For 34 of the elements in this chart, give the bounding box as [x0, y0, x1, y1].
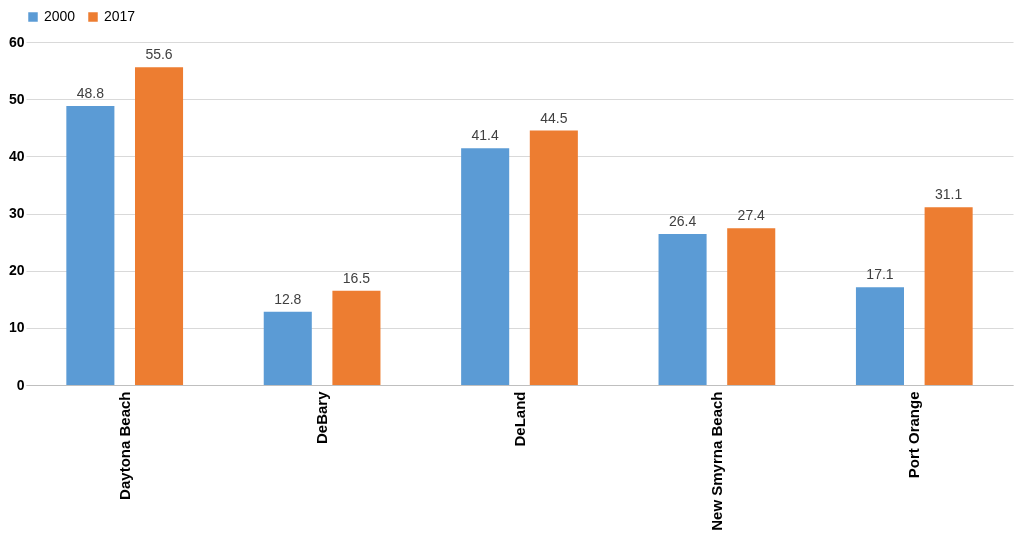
data-label: 16.5 — [342, 269, 371, 286]
bar — [658, 234, 707, 385]
y-tick-label: 30 — [8, 205, 25, 221]
x-tick-label: DeBary — [313, 390, 331, 445]
y-tick-label: 50 — [8, 90, 25, 107]
bar — [924, 207, 973, 385]
y-tick-label: 60 — [8, 33, 25, 50]
data-label: 48.8 — [76, 85, 105, 102]
bar — [263, 311, 312, 385]
data-label: 31.1 — [935, 186, 963, 203]
legend-label: 2000 — [44, 8, 76, 24]
data-label: 41.4 — [471, 127, 500, 144]
y-tick-label: 10 — [8, 319, 25, 336]
data-label: 26.4 — [668, 213, 697, 230]
bar — [66, 106, 115, 385]
data-label: 44.5 — [540, 109, 568, 126]
data-label: 12.8 — [274, 290, 302, 307]
legend-label: 2017 — [104, 8, 136, 24]
data-label: 55.6 — [145, 46, 173, 63]
bar — [461, 148, 510, 385]
bar — [727, 228, 776, 385]
bar — [529, 130, 578, 385]
data-label: 17.1 — [866, 266, 894, 283]
data-label: 27.4 — [737, 207, 766, 224]
bar — [135, 67, 184, 385]
y-tick-label: 0 — [16, 376, 25, 393]
x-tick-label: DeLand — [510, 391, 528, 447]
x-tick-label: Port Orange — [905, 391, 923, 479]
bar — [855, 287, 904, 385]
y-tick-label: 20 — [8, 262, 25, 279]
x-tick-label: Daytona Beach — [115, 391, 133, 500]
y-tick-label: 40 — [8, 147, 25, 164]
bar — [332, 290, 381, 385]
x-tick-label: New Smyrna Beach — [707, 391, 725, 531]
